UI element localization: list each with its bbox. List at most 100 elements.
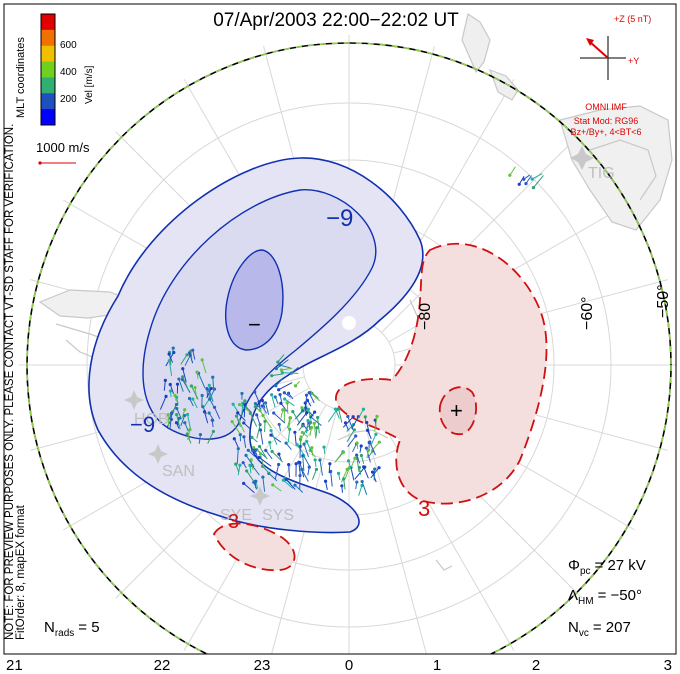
vector-origin (174, 421, 179, 425)
velocity-vector (176, 414, 181, 430)
velocity-vector (259, 453, 265, 468)
velocity-vector (533, 175, 544, 188)
velocity-vector (340, 469, 348, 483)
colorbar-segment (41, 45, 55, 63)
velocity-vector (287, 417, 292, 431)
vector-origin (305, 411, 309, 415)
svg-text:ΛHM= −50°: ΛHM = −50° (568, 587, 642, 607)
velocity-vector (236, 415, 241, 427)
vector-origin (360, 479, 364, 484)
velocity-vector (294, 484, 304, 493)
velocity-vector (237, 412, 246, 422)
vector-origin (355, 441, 359, 445)
vector-origin (181, 367, 185, 371)
vector-origin (274, 367, 278, 371)
vector-origin (236, 447, 240, 451)
velocity-vector (251, 465, 260, 476)
velocity-vector (281, 367, 293, 371)
velocity-vector (245, 455, 255, 468)
vector-origin (237, 402, 242, 407)
velocity-vector (305, 420, 309, 434)
velocity-vector (184, 354, 191, 366)
velocity-vector (278, 382, 293, 391)
velocity-vector (243, 436, 247, 448)
vector-origin (370, 470, 375, 474)
vector-origin (167, 352, 171, 356)
vector-origin (300, 424, 305, 428)
vector-origin (238, 433, 242, 437)
velocity-vector (342, 416, 354, 428)
vector-origin (253, 402, 258, 406)
vector-origin (246, 448, 250, 452)
velocity-vector (358, 485, 363, 496)
velocity-vector (363, 466, 369, 479)
vector-origin (175, 406, 179, 411)
vector-origin (353, 456, 357, 460)
vector-origin (200, 393, 204, 398)
imf-source: OMNI IMF (585, 102, 627, 112)
vector-origin (375, 414, 379, 418)
vector-origin (355, 480, 359, 484)
velocity-vector (302, 455, 305, 472)
velocity-vector (167, 414, 170, 427)
vector-origin (277, 422, 281, 427)
vector-origin (212, 405, 217, 409)
vector-origin (342, 477, 346, 481)
velocity-vector (347, 435, 357, 448)
stat-n-rads: Nrads = 5 (44, 619, 100, 639)
velocity-vector (246, 470, 255, 482)
vector-origin (283, 397, 287, 401)
svg-text:Nrads= 5: Nrads = 5 (44, 619, 100, 639)
velocity-vector (280, 402, 288, 413)
velocity-vector (259, 410, 267, 421)
vector-origin (298, 473, 302, 478)
vector-origin (322, 445, 326, 449)
velocity-vector (358, 409, 364, 419)
stat-n-vc: Nvc = 207 (568, 619, 631, 639)
fitorder-note: FitOrder: 8, mapEX format (15, 504, 27, 640)
vector-origin (255, 413, 259, 417)
vector-origin (202, 410, 207, 414)
velocity-vector (346, 424, 354, 432)
colorbar-segment (41, 61, 55, 78)
velocity-vector (310, 416, 322, 426)
vector-origin (278, 363, 282, 367)
velocity-vector (204, 411, 209, 424)
vector-origin (279, 368, 284, 372)
vector-origin (364, 446, 369, 450)
vector-origin (258, 408, 262, 413)
vector-origin (258, 452, 262, 456)
vector-origin (302, 442, 306, 446)
vector-origin (288, 416, 292, 420)
station-label-sye: SYE (220, 507, 252, 524)
velocity-vector (361, 481, 368, 495)
velocity-vector (301, 469, 309, 482)
vector-origin (230, 420, 234, 424)
velocity-vector (374, 416, 378, 432)
lat-label-80: −80 (417, 303, 434, 330)
imf-y-label: +Y (628, 56, 639, 66)
vector-origin (163, 378, 167, 382)
vector-origin (363, 415, 367, 419)
vector-origin (183, 408, 187, 412)
velocity-vector (369, 441, 376, 456)
stat-phi-pc: Φpc = 27 kV (568, 557, 646, 577)
vector-origin (257, 400, 261, 404)
velocity-colorbar: 600 400 200 Vel [m/s] (40, 13, 95, 126)
svg-text:Nvc= 207: Nvc = 207 (568, 619, 631, 639)
vector-origin (333, 407, 337, 411)
velocity-vector (270, 430, 278, 446)
vector-origin (300, 406, 304, 410)
imf-condition: Bz+/By+, 4<BT<6 (570, 127, 641, 137)
plot-frame (3, 3, 677, 655)
velocity-vector (351, 416, 359, 429)
velocity-vector (343, 478, 346, 490)
velocity-vector (308, 392, 315, 404)
vector-origin (241, 461, 245, 465)
velocity-vector (509, 166, 516, 176)
velocity-vector (283, 479, 294, 489)
vector-origin (207, 411, 211, 415)
vector-origin (531, 186, 536, 190)
vector-origin (257, 444, 262, 449)
velocity-vector (370, 434, 377, 446)
